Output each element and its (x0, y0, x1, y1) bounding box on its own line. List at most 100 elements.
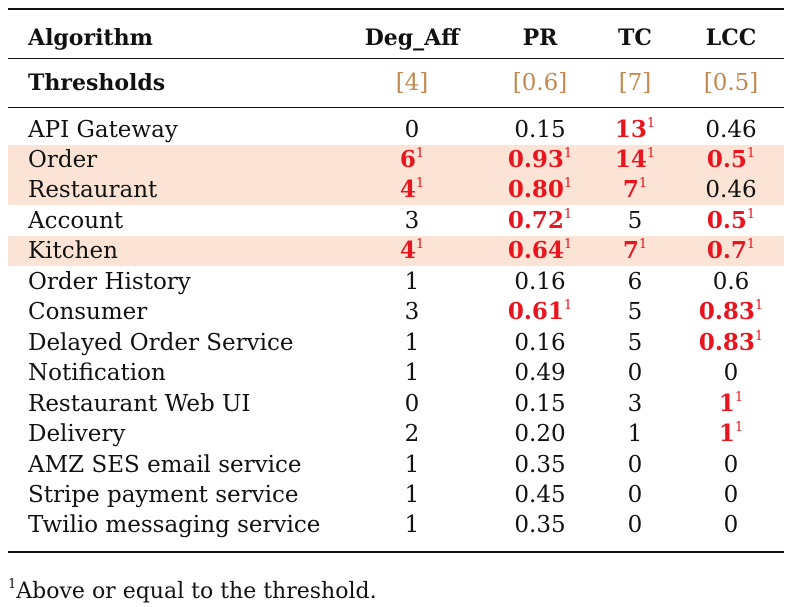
cell-deg-aff: 61 (355, 145, 469, 175)
cell-pr: 0.611 (485, 297, 595, 327)
cell-lcc: 0 (723, 452, 739, 478)
row-name: API Gateway (28, 117, 178, 143)
footnote-marker: 1 (638, 237, 648, 252)
footnote: 1Above or equal to the threshold. (8, 578, 377, 606)
threshold-tc: [7] (618, 70, 652, 96)
flagged-value: 0.61 (507, 298, 564, 325)
row-name: Delivery (28, 421, 126, 447)
row-name: Stripe payment service (28, 482, 299, 508)
cell-pr: 0.16 (514, 269, 566, 295)
header-deg-aff: Deg_Aff (364, 25, 460, 51)
cell-tc: 131 (600, 115, 670, 145)
footnote-marker: 1 (415, 146, 425, 161)
footnote-marker: 1 (746, 237, 756, 252)
cell-tc: 0 (627, 512, 643, 538)
cell-deg-aff: 1 (404, 452, 420, 478)
row-name: Delayed Order Service (28, 330, 294, 356)
cell-tc: 5 (627, 330, 643, 356)
cell-deg-aff: 2 (404, 421, 420, 447)
cell-deg-aff: 1 (404, 482, 420, 508)
row-name: Account (28, 208, 124, 234)
cell-pr: 0.20 (514, 421, 566, 447)
footnote-text: Above or equal to the threshold. (16, 579, 377, 604)
footnote-marker: 1 (754, 298, 764, 313)
cell-pr: 0.45 (514, 482, 566, 508)
flagged-value: 0.72 (507, 207, 564, 234)
cell-tc: 0 (627, 452, 643, 478)
cell-lcc: 0 (723, 482, 739, 508)
header-algorithm: Algorithm (28, 25, 153, 51)
cell-deg-aff: 3 (404, 208, 420, 234)
cell-tc: 71 (600, 175, 670, 205)
cell-lcc: 0.6 (712, 269, 750, 295)
flagged-value: 13 (614, 116, 647, 143)
cell-tc: 71 (600, 236, 670, 266)
cell-pr: 0.35 (514, 452, 566, 478)
cell-tc: 1 (627, 421, 643, 447)
thresholds-label: Thresholds (28, 70, 166, 96)
footnote-marker: 1 (563, 176, 573, 191)
flagged-value: 1 (718, 390, 735, 417)
row-name: Restaurant Web UI (28, 391, 251, 417)
row-name: Consumer (28, 299, 148, 325)
cell-pr: 0.721 (485, 206, 595, 236)
row-highlight-kitchen (8, 236, 784, 266)
footnote-marker: 1 (563, 298, 573, 313)
row-name: AMZ SES email service (28, 452, 302, 478)
footnote-marker: 1 (734, 420, 744, 435)
cell-tc: 141 (600, 145, 670, 175)
row-name: Order (28, 147, 98, 173)
table-bottom-rule (8, 551, 784, 553)
threshold-pr: [0.6] (512, 70, 568, 96)
cell-tc: 5 (627, 299, 643, 325)
cell-lcc: 0 (723, 360, 739, 386)
cell-lcc: 0.71 (676, 236, 786, 266)
cell-deg-aff: 1 (404, 269, 420, 295)
cell-lcc: 11 (676, 389, 786, 419)
footnote-marker: 1 (746, 146, 756, 161)
flagged-value: 0.93 (507, 146, 564, 173)
cell-deg-aff: 41 (355, 175, 469, 205)
footnote-marker: 1 (415, 237, 425, 252)
cell-lcc: 0 (723, 512, 739, 538)
footnote-marker: 1 (563, 146, 573, 161)
flagged-value: 0.64 (507, 237, 564, 264)
cell-deg-aff: 0 (404, 391, 420, 417)
flagged-value: 4 (399, 237, 416, 264)
cell-deg-aff: 1 (404, 330, 420, 356)
footnote-marker: 1 (734, 390, 744, 405)
cell-tc: 0 (627, 482, 643, 508)
flagged-value: 0.5 (706, 207, 747, 234)
footnote-marker: 1 (646, 146, 656, 161)
footnote-marker: 1 (563, 237, 573, 252)
cell-pr: 0.931 (485, 145, 595, 175)
footnote-marker: 1 (638, 176, 648, 191)
cell-deg-aff: 3 (404, 299, 420, 325)
footnote-marker: 1 (746, 207, 756, 222)
row-name: Kitchen (28, 238, 118, 264)
cell-pr: 0.641 (485, 236, 595, 266)
row-name: Notification (28, 360, 166, 386)
cell-pr: 0.16 (514, 330, 566, 356)
header-rule (8, 58, 784, 59)
footnote-marker: 1 (563, 207, 573, 222)
footnote-marker: 1 (754, 329, 764, 344)
threshold-lcc: [0.5] (703, 70, 759, 96)
flagged-value: 7 (622, 176, 639, 203)
footnote-mark: 1 (8, 577, 17, 592)
flagged-value: 0.80 (507, 176, 564, 203)
flagged-value: 0.83 (698, 298, 755, 325)
flagged-value: 7 (622, 237, 639, 264)
flagged-value: 1 (718, 420, 735, 447)
cell-pr: 0.15 (514, 117, 566, 143)
cell-deg-aff: 0 (404, 117, 420, 143)
cell-pr: 0.801 (485, 175, 595, 205)
cell-deg-aff: 41 (355, 236, 469, 266)
cell-lcc: 0.831 (676, 328, 786, 358)
cell-pr: 0.35 (514, 512, 566, 538)
header-pr: PR (522, 25, 558, 51)
cell-pr: 0.49 (514, 360, 566, 386)
table-top-rule (8, 8, 784, 10)
cell-lcc: 0.46 (705, 117, 757, 143)
footnote-marker: 1 (415, 176, 425, 191)
